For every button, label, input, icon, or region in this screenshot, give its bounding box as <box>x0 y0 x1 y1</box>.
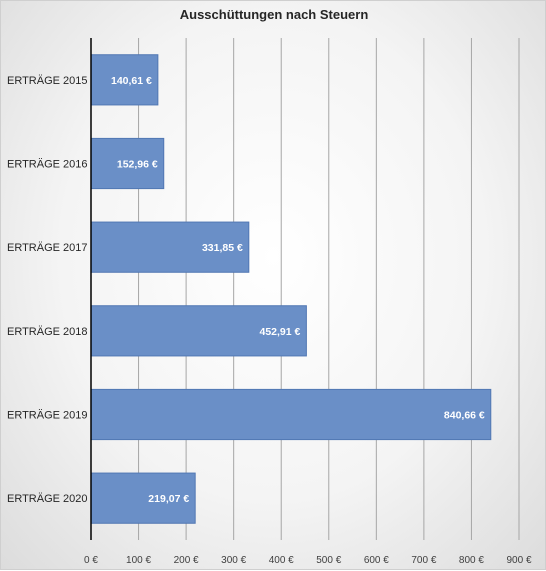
bar <box>90 221 250 273</box>
x-tick-label: 900 € <box>506 555 531 566</box>
x-tick-label: 300 € <box>221 555 246 566</box>
x-tick-label: 800 € <box>459 555 484 566</box>
x-tick-label: 100 € <box>126 555 151 566</box>
category-label: ERTRÄGE 2020 <box>7 493 88 505</box>
category-label: ERTRÄGE 2016 <box>7 159 88 171</box>
category-label: ERTRÄGE 2015 <box>7 75 88 87</box>
data-label: 140,61 € <box>111 75 152 87</box>
bar <box>90 388 492 441</box>
category-label: ERTRÄGE 2018 <box>7 326 88 338</box>
category-label: ERTRÄGE 2019 <box>7 410 88 422</box>
bar <box>90 305 307 357</box>
data-label: 219,07 € <box>148 493 189 505</box>
data-label: 152,96 € <box>117 159 158 171</box>
data-label: 840,66 € <box>444 410 485 422</box>
data-label: 331,85 € <box>202 242 243 254</box>
data-label: 452,91 € <box>260 326 301 338</box>
bar <box>90 472 196 524</box>
x-tick-label: 500 € <box>316 555 341 566</box>
chart-title: Ausschüttungen nach Steuern <box>179 7 369 22</box>
x-tick-label: 400 € <box>269 555 294 566</box>
x-tick-label: 200 € <box>174 555 199 566</box>
x-tick-label: 700 € <box>411 555 436 566</box>
x-tick-label: 0 € <box>84 555 98 566</box>
category-label: ERTRÄGE 2017 <box>7 242 88 254</box>
x-tick-label: 600 € <box>364 555 389 566</box>
